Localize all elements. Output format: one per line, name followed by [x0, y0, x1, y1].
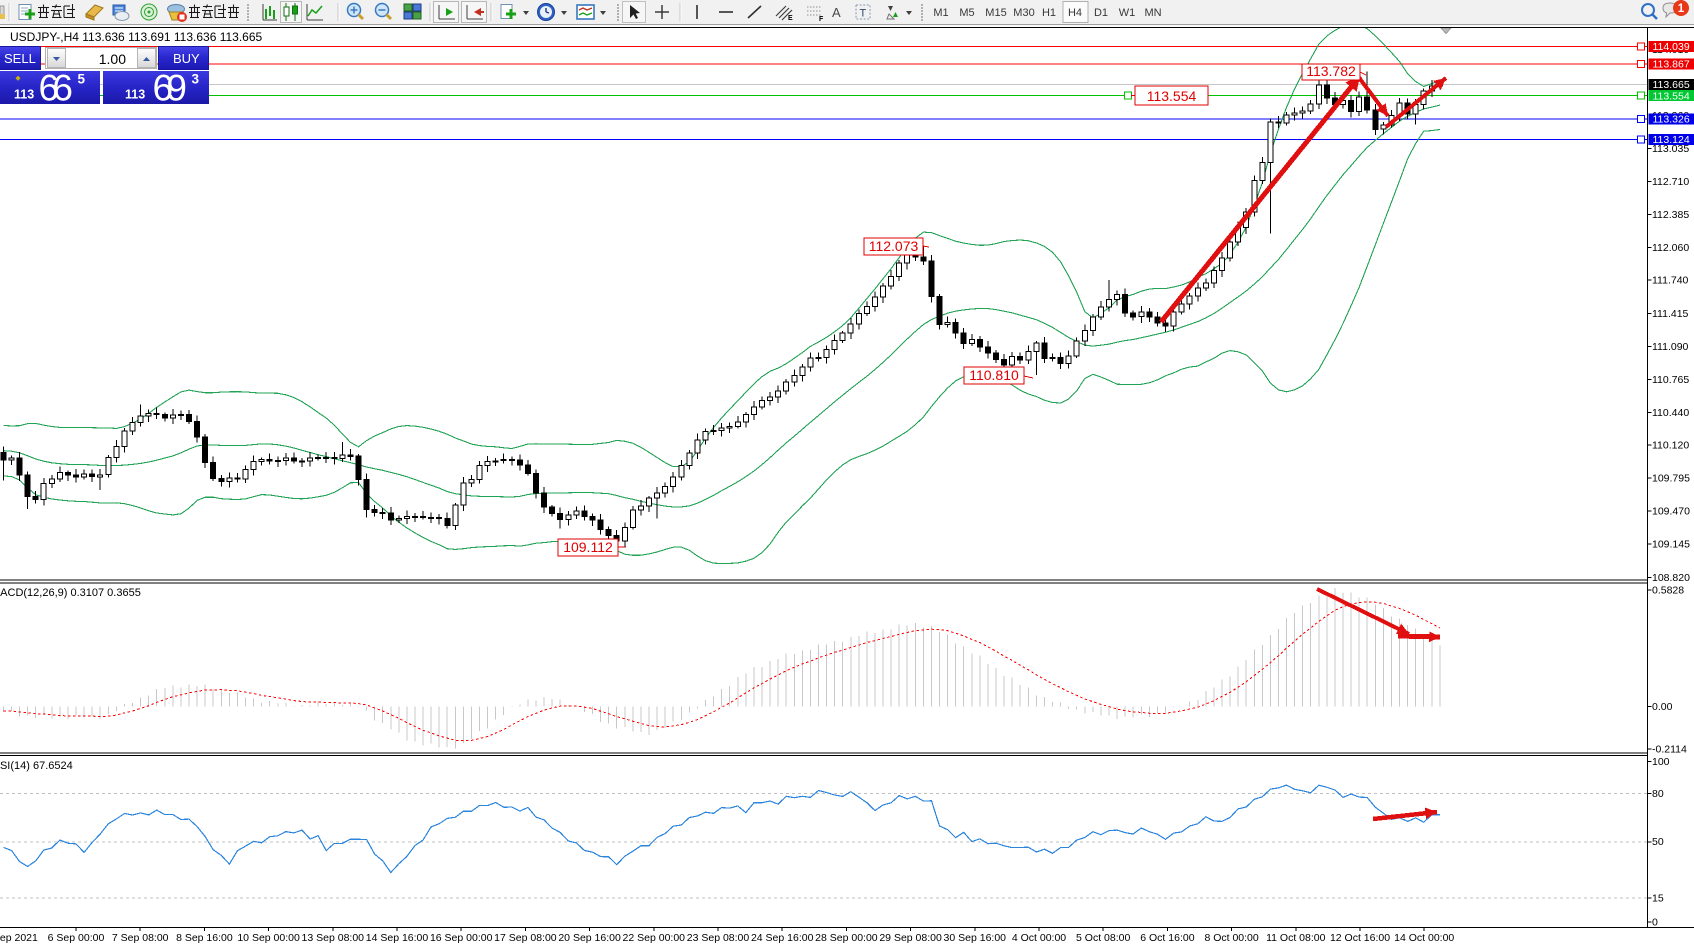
svg-text:H1: H1	[1042, 7, 1056, 19]
svg-text:4 Oct 00:00: 4 Oct 00:00	[1012, 932, 1066, 944]
svg-text:8 Sep 16:00: 8 Sep 16:00	[176, 932, 233, 944]
svg-text:0.5828: 0.5828	[1652, 584, 1684, 596]
svg-text:3: 3	[191, 71, 199, 86]
svg-text:24 Sep 16:00: 24 Sep 16:00	[751, 932, 814, 944]
svg-text:7 Sep 08:00: 7 Sep 08:00	[112, 932, 169, 944]
svg-text:100: 100	[1652, 756, 1670, 768]
svg-text:113.554: 113.554	[1147, 88, 1197, 104]
svg-text:111.415: 111.415	[1652, 308, 1689, 320]
svg-text:50: 50	[1652, 836, 1664, 848]
svg-text:112.385: 112.385	[1652, 209, 1689, 221]
svg-text:14 Oct 00:00: 14 Oct 00:00	[1394, 932, 1454, 944]
svg-text:15: 15	[1652, 892, 1664, 904]
svg-text:112.073: 112.073	[869, 238, 919, 254]
svg-text:113.124: 113.124	[1653, 134, 1690, 146]
svg-text:80: 80	[1652, 788, 1664, 800]
svg-text:23 Sep 08:00: 23 Sep 08:00	[687, 932, 750, 944]
svg-text:29 Sep 08:00: 29 Sep 08:00	[879, 932, 942, 944]
svg-text:W1: W1	[1119, 7, 1136, 19]
svg-text:114.039: 114.039	[1653, 41, 1690, 53]
svg-text:112.060: 112.060	[1652, 242, 1689, 254]
svg-text:M1: M1	[933, 7, 948, 19]
svg-text:6 Sep 00:00: 6 Sep 00:00	[48, 932, 105, 944]
svg-text:M5: M5	[959, 7, 974, 19]
svg-text:110.440: 110.440	[1652, 407, 1689, 419]
svg-text:3 Sep 2021: 3 Sep 2021	[0, 932, 38, 944]
svg-text:113: 113	[125, 87, 145, 101]
svg-text:MACD(12,26,9) 0.3107 0.3655: MACD(12,26,9) 0.3107 0.3655	[0, 587, 141, 599]
svg-text:RSI(14) 67.6524: RSI(14) 67.6524	[0, 760, 73, 772]
svg-text:12 Oct 16:00: 12 Oct 16:00	[1330, 932, 1390, 944]
svg-text:M15: M15	[985, 7, 1006, 19]
svg-text:MN: MN	[1144, 7, 1161, 19]
svg-text:110.810: 110.810	[969, 367, 1019, 383]
svg-text:8 Oct 00:00: 8 Oct 00:00	[1204, 932, 1258, 944]
svg-text:113.554: 113.554	[1653, 90, 1690, 102]
svg-text:0: 0	[1652, 917, 1658, 929]
svg-text:10 Sep 00:00: 10 Sep 00:00	[237, 932, 300, 944]
svg-text:113.782: 113.782	[1306, 63, 1356, 79]
svg-text:M30: M30	[1013, 7, 1034, 19]
svg-text:30 Sep 16:00: 30 Sep 16:00	[944, 932, 1007, 944]
svg-text:T: T	[860, 8, 867, 20]
svg-text:20 Sep 16:00: 20 Sep 16:00	[558, 932, 621, 944]
svg-text:113: 113	[14, 87, 34, 101]
svg-text:16 Sep 00:00: 16 Sep 00:00	[430, 932, 493, 944]
svg-text:111.740: 111.740	[1652, 275, 1689, 287]
svg-text:113.326: 113.326	[1653, 114, 1690, 126]
svg-text:109.795: 109.795	[1652, 473, 1690, 485]
svg-text:1: 1	[1678, 3, 1685, 15]
svg-text:113.867: 113.867	[1653, 59, 1690, 71]
svg-text:112.710: 112.710	[1652, 176, 1689, 188]
svg-text:109.470: 109.470	[1652, 506, 1690, 518]
svg-text:108.820: 108.820	[1652, 572, 1690, 584]
svg-text:69: 69	[152, 71, 187, 104]
svg-text:6 Oct 16:00: 6 Oct 16:00	[1140, 932, 1194, 944]
svg-text:11 Oct 08:00: 11 Oct 08:00	[1266, 932, 1326, 944]
svg-text:5: 5	[78, 71, 86, 86]
svg-text:13 Sep 08:00: 13 Sep 08:00	[302, 932, 365, 944]
svg-text:D1: D1	[1094, 7, 1108, 19]
svg-text:113.665: 113.665	[1653, 79, 1690, 91]
svg-text:USDJPY-,H4 113.636 113.691 11: USDJPY-,H4 113.636 113.691 113.636 113.6…	[10, 30, 263, 44]
svg-text:0.00: 0.00	[1652, 701, 1673, 713]
svg-text:5 Oct 08:00: 5 Oct 08:00	[1076, 932, 1130, 944]
svg-text:110.765: 110.765	[1652, 374, 1689, 386]
svg-text:A: A	[832, 5, 841, 20]
svg-text:H4: H4	[1068, 7, 1082, 19]
svg-text:66: 66	[39, 71, 74, 104]
svg-text:111.090: 111.090	[1652, 341, 1689, 353]
svg-text:22 Sep 00:00: 22 Sep 00:00	[623, 932, 686, 944]
svg-text:17 Sep 08:00: 17 Sep 08:00	[494, 932, 557, 944]
svg-text:F: F	[819, 16, 824, 23]
svg-text:28 Sep 00:00: 28 Sep 00:00	[815, 932, 878, 944]
svg-text:109.112: 109.112	[563, 539, 613, 555]
svg-text:E: E	[788, 15, 793, 22]
svg-text:109.145: 109.145	[1652, 539, 1690, 551]
svg-text:-0.2114: -0.2114	[1652, 743, 1687, 755]
svg-text:110.120: 110.120	[1652, 440, 1689, 452]
svg-text:113.035: 113.035	[1652, 143, 1689, 155]
svg-text:14 Sep 16:00: 14 Sep 16:00	[366, 932, 429, 944]
